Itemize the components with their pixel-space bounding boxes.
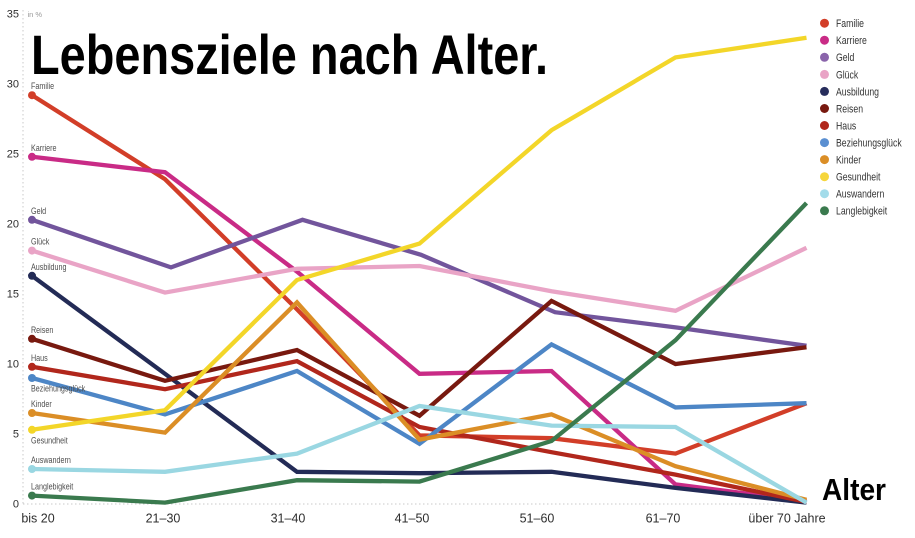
svg-text:5: 5	[13, 429, 19, 441]
svg-text:35: 35	[7, 9, 19, 21]
svg-text:25: 25	[7, 149, 19, 161]
svg-text:21–30: 21–30	[146, 511, 181, 525]
svg-text:Geld: Geld	[836, 52, 854, 64]
svg-text:Beziehungsglück: Beziehungsglück	[836, 138, 902, 150]
svg-text:20: 20	[7, 219, 19, 231]
svg-text:Familie: Familie	[836, 18, 864, 30]
svg-text:15: 15	[7, 289, 19, 301]
svg-text:Ausbildung: Ausbildung	[836, 86, 879, 98]
svg-text:Gesundheit: Gesundheit	[836, 172, 881, 184]
svg-text:Reisen: Reisen	[31, 325, 53, 335]
svg-text:41–50: 41–50	[395, 511, 430, 525]
svg-text:Alter: Alter	[822, 472, 886, 507]
svg-text:61–70: 61–70	[646, 511, 681, 525]
svg-text:Beziehungsglück: Beziehungsglück	[31, 384, 86, 394]
svg-text:Karriere: Karriere	[836, 35, 867, 47]
svg-text:Gesundheit: Gesundheit	[31, 436, 68, 446]
svg-text:Haus: Haus	[836, 121, 856, 133]
svg-text:51–60: 51–60	[520, 511, 555, 525]
svg-text:Langlebigkeit: Langlebigkeit	[836, 206, 887, 218]
svg-text:31–40: 31–40	[271, 511, 306, 525]
svg-text:Geld: Geld	[31, 206, 46, 216]
svg-text:Lebensziele nach Alter.: Lebensziele nach Alter.	[31, 23, 548, 86]
svg-text:Kinder: Kinder	[836, 155, 862, 167]
svg-text:Auswandern: Auswandern	[836, 189, 884, 201]
svg-text:30: 30	[7, 79, 19, 91]
svg-text:Karriere: Karriere	[31, 143, 57, 153]
svg-text:Kinder: Kinder	[31, 399, 52, 409]
svg-text:Reisen: Reisen	[836, 104, 863, 116]
svg-text:Auswandern: Auswandern	[31, 455, 71, 465]
svg-text:über 70 Jahre: über 70 Jahre	[748, 511, 825, 525]
svg-text:Glück: Glück	[31, 237, 50, 247]
svg-text:Ausbildung: Ausbildung	[31, 262, 67, 272]
svg-text:Langlebigkeit: Langlebigkeit	[31, 482, 74, 492]
svg-text:10: 10	[7, 359, 19, 371]
svg-text:0: 0	[13, 499, 19, 511]
svg-text:Familie: Familie	[31, 81, 55, 91]
svg-text:in %: in %	[28, 10, 43, 19]
svg-text:Haus: Haus	[31, 353, 48, 363]
svg-text:Glück: Glück	[836, 69, 858, 81]
svg-text:bis 20: bis 20	[21, 511, 54, 525]
